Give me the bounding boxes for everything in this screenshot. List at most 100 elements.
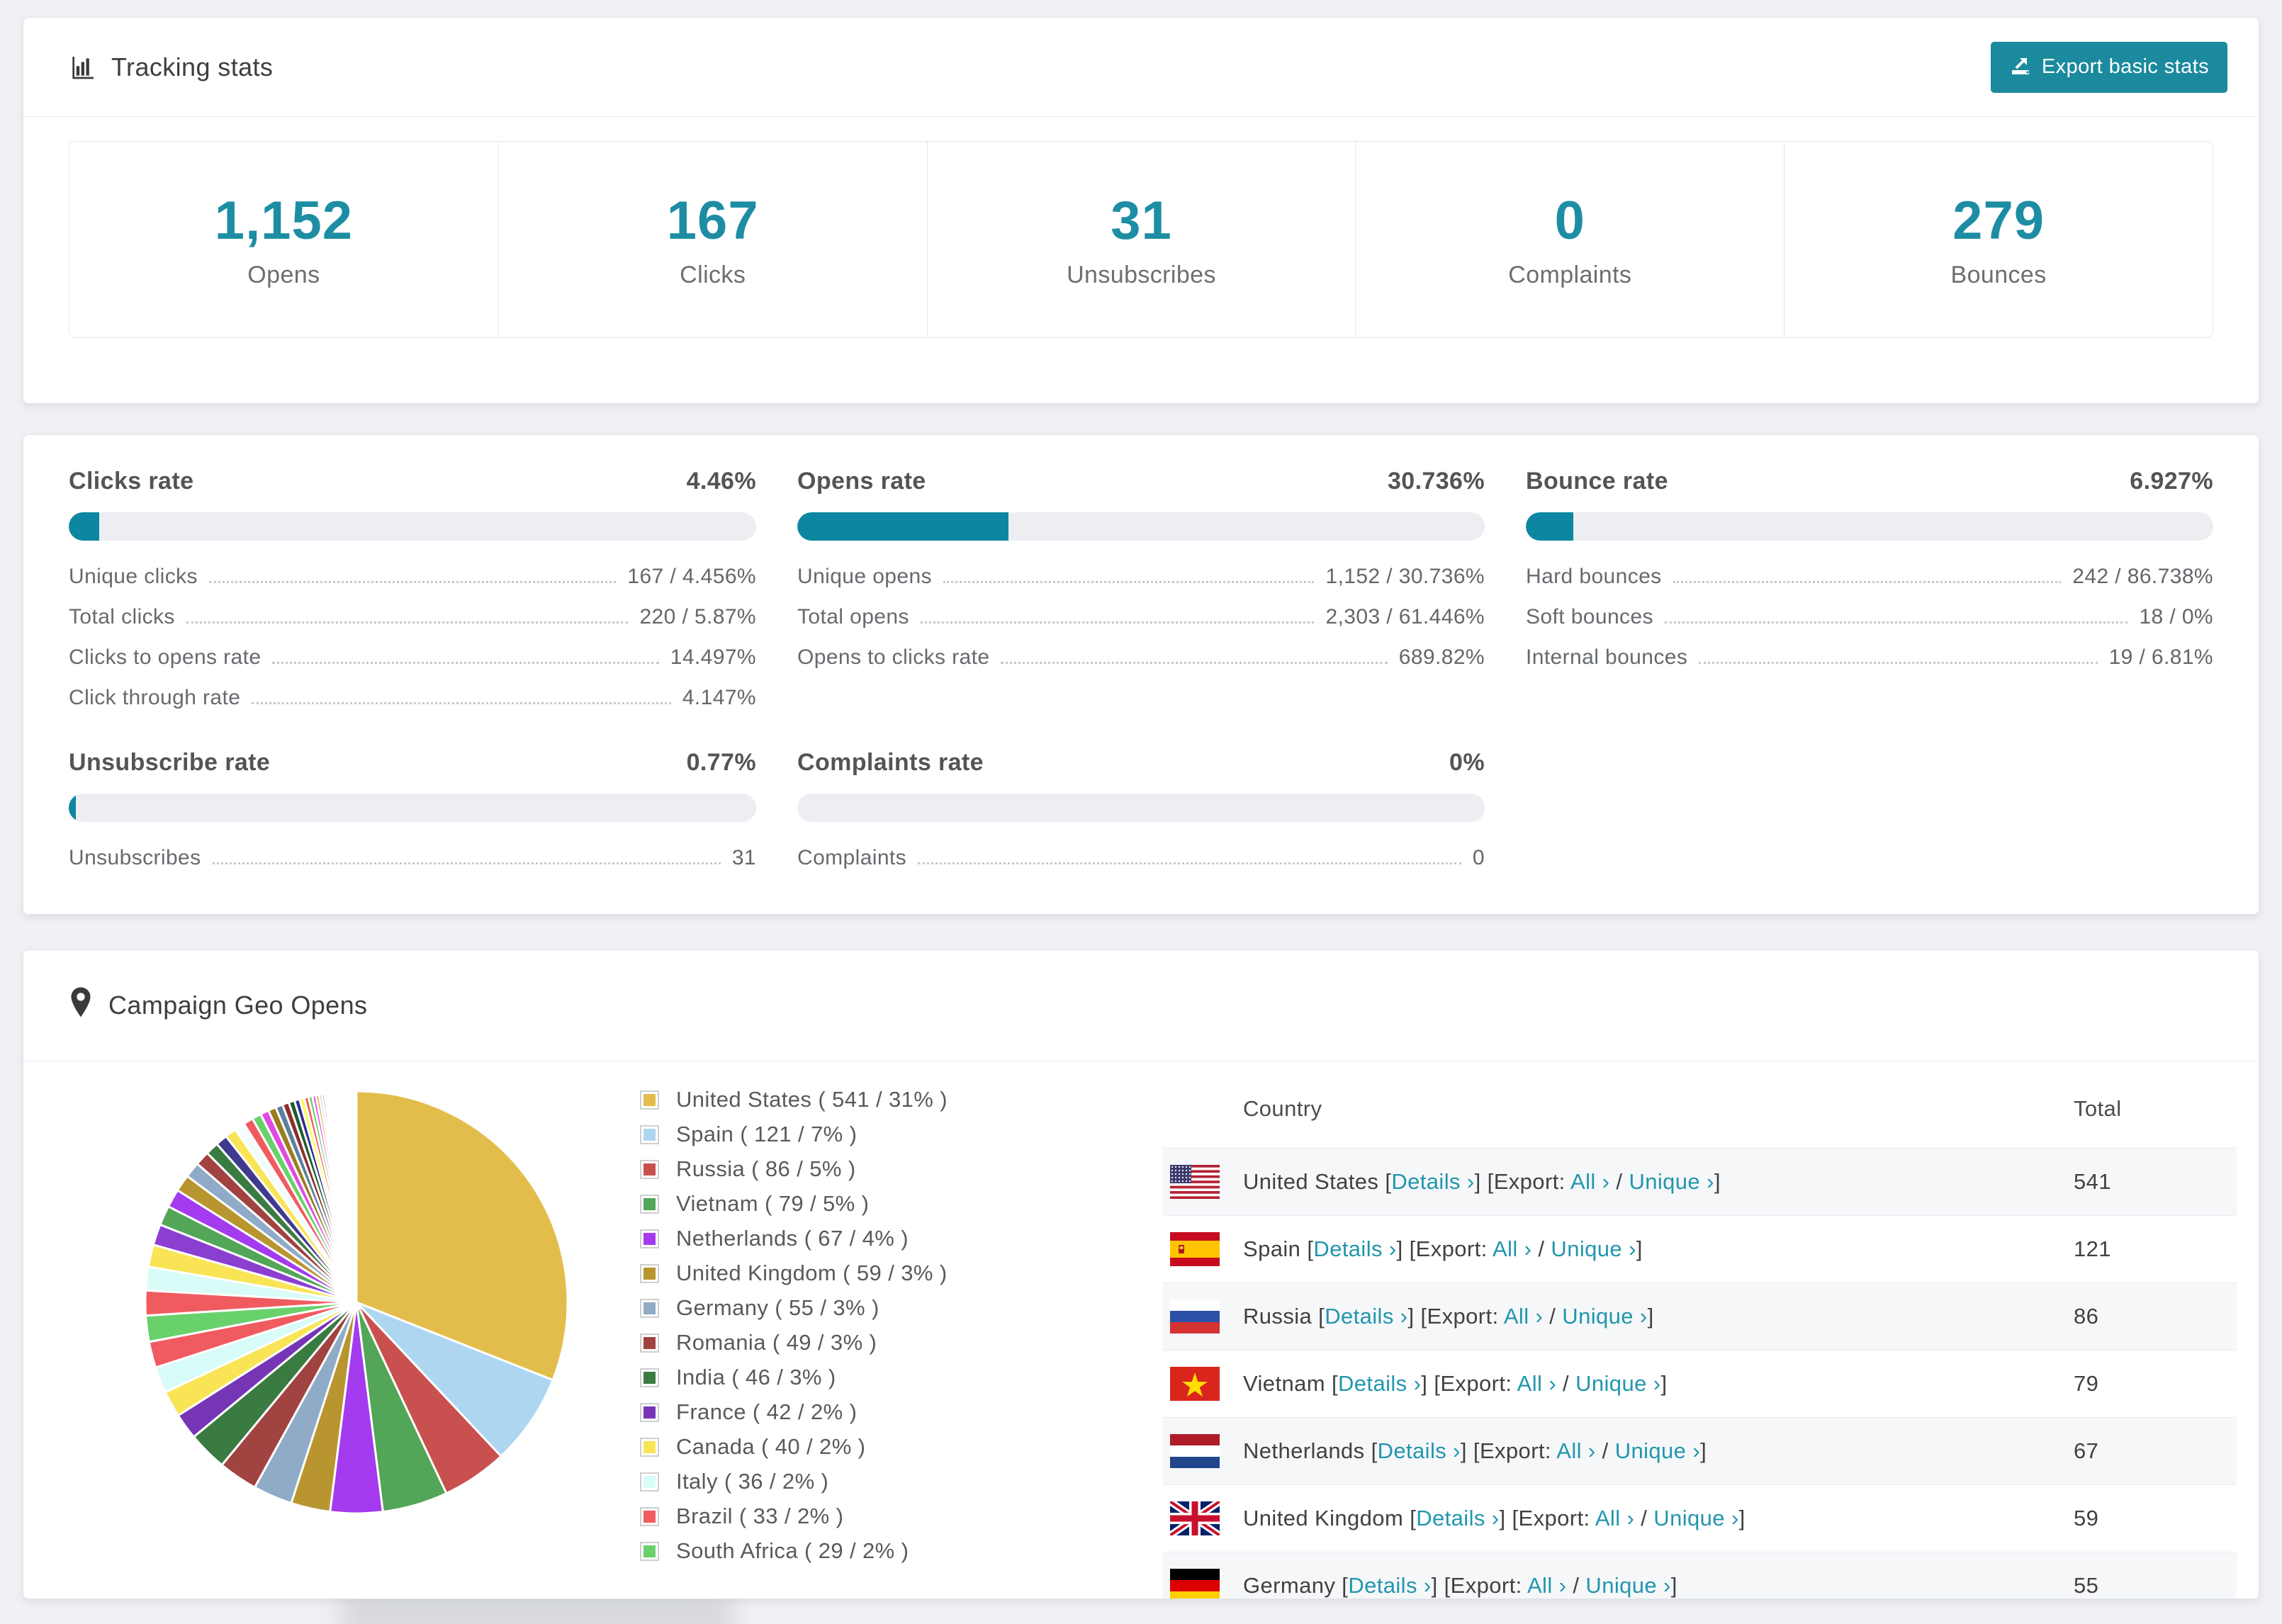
export-label: Export: [1518,1506,1595,1530]
rate-detail-row: Unique opens 1,152 / 30.736% [797,556,1485,597]
dotted-leader [252,702,671,704]
detail-value: 14.497% [670,645,756,669]
legend-label: Germany ( 55 / 3% ) [676,1295,879,1320]
detail-label: Complaints [797,845,907,869]
us-flag-icon [1170,1165,1220,1199]
detail-value: 220 / 5.87% [639,604,756,628]
es-flag-icon [1170,1232,1220,1266]
ru-flag-icon [1170,1299,1220,1333]
export-label: Export: [1493,1169,1570,1194]
detail-label: Total opens [797,604,909,628]
export-label: Export: [1427,1304,1504,1329]
rate-title: Unsubscribe rate [69,749,271,776]
legend-item: Russia ( 86 / 5% ) [640,1156,948,1182]
export-basic-stats-button[interactable]: Export basic stats [1990,41,2227,93]
export-unique-link[interactable]: Unique › [1562,1304,1648,1329]
rate-progress-track [69,512,756,541]
rate-detail-row: Click through rate 4.147% [69,677,756,718]
legend-swatch [640,1298,659,1318]
country-name: Russia [1243,1304,1319,1329]
export-unique-link[interactable]: Unique › [1629,1169,1714,1194]
details-link[interactable]: Details › [1391,1169,1475,1194]
legend-swatch [640,1333,659,1353]
legend-swatch [640,1541,659,1561]
geo-country-table: Country Total United States [Details ›] … [1163,1070,2237,1598]
export-all-link[interactable]: All › [1517,1371,1557,1396]
table-row: United States [Details ›] [Export: All ›… [1163,1148,2237,1215]
export-unique-link[interactable]: Unique › [1653,1506,1739,1530]
export-unique-link[interactable]: Unique › [1575,1371,1661,1396]
detail-label: Total clicks [69,604,175,628]
dotted-leader [1673,581,2062,583]
rate-section: Complaints rate 0% Complaints 0 [797,749,1485,878]
stat-value: 279 [1952,191,2045,251]
legend-label: Spain ( 121 / 7% ) [676,1122,858,1146]
country-cell: Russia [Details ›] [Export: All › / Uniq… [1243,1304,1654,1329]
export-all-link[interactable]: All › [1595,1506,1635,1530]
rate-detail-row: Internal bounces 19 / 6.81% [1526,637,2213,677]
rate-title: Bounce rate [1526,468,1668,495]
detail-label: Unique opens [797,564,932,588]
geo-table-header: Country Total [1163,1070,2237,1148]
country-cell: Germany [Details ›] [Export: All › / Uni… [1243,1573,1677,1598]
legend-label: France ( 42 / 2% ) [676,1399,858,1424]
rate-progress-fill [1526,512,1574,541]
rate-title: Complaints rate [797,749,984,776]
export-all-link[interactable]: All › [1527,1573,1567,1598]
legend-item: South Africa ( 29 / 2% ) [640,1538,948,1564]
country-cell: Spain [Details ›] [Export: All › / Uniqu… [1243,1236,1643,1261]
legend-item: United Kingdom ( 59 / 3% ) [640,1261,948,1286]
total-cell: 79 [2074,1371,2099,1396]
country-name: Vietnam [1243,1371,1332,1396]
legend-label: Canada ( 40 / 2% ) [676,1434,866,1459]
legend-swatch [640,1263,659,1283]
details-link[interactable]: Details › [1338,1371,1422,1396]
legend-swatch [640,1437,659,1457]
table-row: United Kingdom [Details ›] [Export: All … [1163,1484,2237,1552]
legend-label: United States ( 541 / 31% ) [676,1087,948,1112]
export-all-link[interactable]: All › [1503,1304,1544,1329]
detail-label: Clicks to opens rate [69,645,262,669]
detail-label: Click through rate [69,685,241,709]
detail-label: Soft bounces [1526,604,1653,628]
export-all-link[interactable]: All › [1570,1169,1610,1194]
legend-swatch [640,1229,659,1248]
country-name: Spain [1243,1236,1308,1261]
export-unique-link[interactable]: Unique › [1585,1573,1671,1598]
dotted-leader [1664,621,2128,624]
legend-label: Romania ( 49 / 3% ) [676,1330,877,1355]
detail-value: 689.82% [1398,645,1485,669]
dotted-leader [186,621,629,624]
rate-progress-fill [69,794,76,822]
export-unique-link[interactable]: Unique › [1551,1236,1636,1261]
legend-swatch [640,1368,659,1387]
country-name: Germany [1243,1573,1342,1598]
stat-cell: 31 Unsubscribes [926,142,1356,337]
details-link[interactable]: Details › [1348,1573,1432,1598]
details-link[interactable]: Details › [1313,1236,1397,1261]
rate-detail-row: Unsubscribes 31 [69,838,756,878]
country-name: Netherlands [1243,1438,1371,1463]
rate-value: 6.927% [2130,468,2213,495]
rates-row-2: Unsubscribe rate 0.77% Unsubscribes 31 C… [69,749,2213,878]
legend-item: Italy ( 36 / 2% ) [640,1469,948,1494]
export-all-link[interactable]: All › [1556,1438,1596,1463]
legend-swatch [640,1159,659,1179]
legend-item: Vietnam ( 79 / 5% ) [640,1191,948,1217]
export-button-label: Export basic stats [2041,55,2209,78]
stat-value: 0 [1554,191,1585,251]
details-link[interactable]: Details › [1325,1304,1408,1329]
country-cell: United Kingdom [Details ›] [Export: All … [1243,1506,1746,1530]
geo-pie-legend: United States ( 541 / 31% ) Spain ( 121 … [640,1087,948,1573]
details-link[interactable]: Details › [1377,1438,1461,1463]
export-unique-link[interactable]: Unique › [1614,1438,1701,1463]
campaign-geo-opens-body: United States ( 541 / 31% ) Spain ( 121 … [23,1061,2259,1598]
legend-item: India ( 46 / 3% ) [640,1365,948,1390]
export-all-link[interactable]: All › [1492,1236,1532,1261]
rates-card: Clicks rate 4.46% Unique clicks 167 / 4.… [23,434,2259,915]
stat-label: Clicks [680,261,746,288]
details-link[interactable]: Details › [1416,1506,1500,1530]
total-column-header: Total [2074,1096,2122,1121]
detail-label: Unsubscribes [69,845,201,869]
total-cell: 121 [2074,1236,2111,1261]
